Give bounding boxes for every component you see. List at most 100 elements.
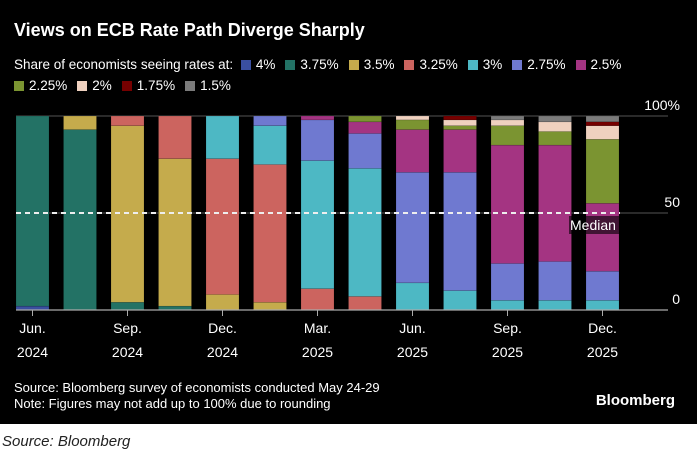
legend-label: 1.75% — [136, 78, 176, 93]
legend-item: 1.75% — [121, 75, 176, 96]
median-label: Median — [570, 217, 616, 233]
chart-notes: Source: Bloomberg survey of economists c… — [14, 380, 380, 412]
bar-segment-2.75% — [443, 172, 477, 291]
bar-segment-3.25% — [253, 164, 287, 303]
legend-swatch — [14, 81, 24, 91]
legend-swatch — [512, 60, 523, 70]
bar-segment-1.5% — [585, 115, 620, 123]
legend-label: 4% — [255, 57, 276, 72]
bar-segment-3.25% — [158, 115, 192, 159]
bar-segment-1.5% — [538, 115, 572, 123]
x-tick-month: Jun. — [399, 320, 425, 336]
legend-label: 2.25% — [29, 78, 68, 93]
legend-swatch — [77, 81, 88, 91]
legend: Share of economists seeing rates at: 4% 3… — [14, 54, 684, 96]
legend-label: 3.5% — [363, 57, 395, 72]
bar-segment-1.75% — [443, 115, 477, 121]
y-tick-label: 50 — [664, 194, 680, 210]
x-tick-month: Jun. — [19, 320, 45, 336]
bar-segment-2% — [538, 121, 572, 132]
legend-label: 3.75% — [300, 57, 339, 72]
bar-segment-3% — [300, 160, 335, 289]
bar-segment-2.5% — [348, 121, 382, 134]
bar-segment-3.5% — [158, 158, 192, 307]
legend-item: 2% — [77, 75, 112, 96]
bar-segment-1.75% — [585, 121, 620, 126]
bar-segment-3% — [490, 300, 525, 311]
legend-label: 3% — [482, 57, 503, 72]
median-label-bg — [569, 216, 621, 234]
bar-segment-2.5% — [538, 144, 572, 262]
bar-segment-3.25% — [205, 158, 240, 295]
bar-segment-2.75% — [348, 133, 382, 169]
bar-segment-2.25% — [395, 119, 430, 130]
bar-segment-3% — [443, 290, 477, 311]
bar-segment-3.25% — [110, 115, 145, 126]
legend-label: 2% — [92, 78, 112, 93]
bar-segment-2.75% — [395, 172, 430, 284]
bar-segment-3.5% — [253, 301, 287, 311]
x-tick-year: 2025 — [302, 344, 333, 360]
bar-segment-3% — [348, 168, 382, 297]
legend-swatch — [404, 60, 415, 70]
chart-title: Views on ECB Rate Path Diverge Sharply — [14, 20, 365, 40]
bar-segment-3.75% — [63, 129, 97, 311]
legend-item: 3.5% — [348, 54, 395, 75]
bar-segment-2.25% — [585, 139, 620, 204]
bar-segment-3.25% — [300, 288, 335, 311]
source-note: Source: Bloomberg survey of economists c… — [14, 380, 380, 395]
legend-item: 2.75% — [512, 54, 566, 75]
bar-segment-2% — [443, 119, 477, 126]
x-tick-year: 2024 — [207, 344, 238, 360]
bar-segment-3% — [253, 125, 287, 165]
bar-segment-2.25% — [443, 125, 477, 130]
legend-swatch — [240, 60, 251, 70]
x-tick-year: 2025 — [492, 344, 523, 360]
x-tick-month: Dec. — [588, 320, 617, 336]
bar-segment-3.75% — [15, 115, 50, 307]
legend-swatch — [467, 60, 478, 70]
legend-label: 2.75% — [527, 57, 566, 72]
bar-segment-2.5% — [395, 129, 430, 173]
bar-segment-2.5% — [585, 203, 620, 272]
bar-segment-2.75% — [490, 263, 525, 301]
x-tick-month: Sep. — [493, 320, 522, 336]
bar-segment-3.75% — [110, 301, 145, 311]
legend-swatch — [348, 60, 359, 70]
legend-item: 3.75% — [285, 54, 339, 75]
bar-segment-2% — [585, 125, 620, 140]
bar-segment-3% — [538, 300, 572, 311]
bar-segment-3% — [205, 115, 240, 159]
legend-item: 1.5% — [185, 75, 231, 96]
bar-segment-2.25% — [348, 115, 382, 123]
bar-segment-2.5% — [490, 144, 525, 264]
bar-segment-2.75% — [585, 270, 620, 301]
bar-segment-2.5% — [300, 115, 335, 121]
y-tick-label: 0 — [672, 291, 680, 307]
legend-label: 3.25% — [419, 57, 458, 72]
bar-segment-2.75% — [300, 119, 335, 161]
x-tick-month: Dec. — [208, 320, 237, 336]
legend-item: 2.5% — [575, 54, 622, 75]
image-credit: Source: Bloomberg — [2, 433, 131, 450]
x-tick-year: 2024 — [17, 344, 48, 360]
bar-segment-3.5% — [205, 294, 240, 311]
x-tick-month: Sep. — [113, 320, 142, 336]
legend-label: 2.5% — [590, 57, 622, 72]
legend-item: 3% — [467, 54, 503, 75]
bar-segment-2% — [395, 115, 430, 121]
legend-item: 3.25% — [404, 54, 458, 75]
bar-segment-3% — [585, 300, 620, 311]
bar-segment-2.25% — [490, 125, 525, 146]
bar-segment-3.5% — [63, 115, 97, 130]
x-tick-year: 2024 — [112, 344, 143, 360]
bar-segment-2.25% — [538, 131, 572, 146]
x-tick-year: 2025 — [397, 344, 428, 360]
bar-segment-3% — [395, 282, 430, 311]
bar-segment-3.25% — [348, 296, 382, 311]
x-tick-month: Mar. — [304, 320, 331, 336]
y-tick-label: 100% — [644, 97, 680, 113]
legend-label: 1.5% — [200, 78, 231, 93]
legend-swatch — [185, 81, 196, 91]
bar-segment-1.5% — [490, 115, 525, 121]
